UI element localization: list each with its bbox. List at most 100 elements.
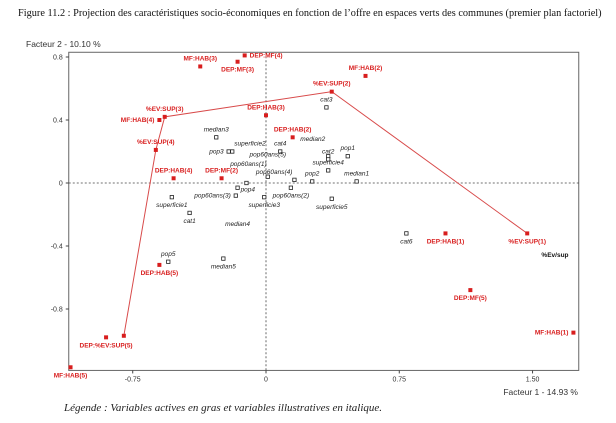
illustrative-point-label: superficie2	[234, 141, 266, 148]
active-point	[153, 147, 158, 152]
illustrative-point	[226, 149, 231, 154]
active-point	[571, 330, 576, 335]
active-point	[219, 176, 224, 181]
active-point	[468, 288, 473, 293]
active-point	[162, 114, 167, 119]
illustrative-point-label: median1	[344, 170, 369, 177]
active-point	[171, 176, 176, 181]
active-point	[329, 89, 334, 94]
illustrative-point	[230, 149, 235, 154]
x-axis-label: Facteur 1 - 14.93 %	[503, 387, 578, 397]
illustrative-point-label: median3	[204, 126, 229, 133]
active-point	[363, 73, 368, 78]
illustrative-point-label: superficie1	[156, 202, 188, 209]
active-point-label: DEP:MF(3)	[221, 67, 254, 74]
illustrative-point-label: median2	[300, 136, 325, 143]
illustrative-point-label: pop5	[160, 251, 176, 258]
active-point-label: %EV:SUP(4)	[137, 139, 175, 146]
factorial-plane-chart: -0.75 0 0.75 1.50 0.8 0.4 0 -0.4 -0.8 Facteur 1 -…	[26, 39, 580, 397]
active-point-label: %EV:SUP(1)	[508, 238, 546, 245]
x-tick-label: 1.50	[526, 376, 540, 383]
illustrative-point	[262, 195, 267, 200]
figure-title: Figure 11.2 : Projection des caractérist…	[18, 8, 602, 19]
illustrative-point	[278, 149, 283, 154]
annotation-label: %Ev/sup	[541, 252, 568, 259]
active-point	[157, 118, 162, 122]
illustrative-point-label: cat2	[322, 148, 335, 155]
illustrative-point	[233, 193, 238, 198]
active-point	[235, 59, 240, 64]
illustrative-point	[404, 231, 409, 236]
active-point-label: DEP:HAB(4)	[155, 167, 193, 174]
illustrative-point	[326, 168, 331, 173]
illustrative-point	[265, 174, 270, 179]
active-point-label: DEP:%EV:SUP(5)	[80, 342, 133, 349]
active-point	[198, 64, 203, 69]
active-point-label: DEP:HAB(3)	[247, 104, 285, 111]
illustrative-point	[354, 179, 359, 184]
illustrative-point-label: cat4	[274, 141, 287, 148]
active-point	[68, 365, 73, 370]
active-point-label: DEP:HAB(1)	[427, 238, 465, 245]
active-point-label: MF:HAB(1)	[535, 330, 569, 337]
active-point-label: DEP:MF(2)	[205, 167, 238, 174]
illustrative-point-label: pop4	[240, 187, 256, 194]
x-tick-label: 0	[264, 376, 268, 383]
illustrative-point-label: superficie4	[312, 159, 344, 166]
active-point-label: %EV:SUP(2)	[313, 81, 351, 88]
illustrative-point	[288, 185, 293, 190]
active-point-label: MF:HAB(4)	[121, 117, 155, 124]
active-point-label: DEP:MF(5)	[454, 295, 487, 302]
y-tick-label: 0.8	[53, 55, 63, 62]
active-point	[104, 335, 109, 340]
active-point-label: %EV:SUP(3)	[146, 106, 184, 113]
active-point-label: DEP:MF(4)	[250, 52, 283, 59]
active-point	[121, 333, 126, 338]
illustrative-point-label: cat3	[320, 96, 333, 103]
illustrative-point	[169, 195, 174, 200]
active-point-label: MF:HAB(2)	[349, 65, 383, 72]
illustrative-point	[166, 259, 171, 264]
y-tick-label: 0.4	[53, 118, 63, 125]
x-tick-label: -0.75	[125, 376, 141, 383]
illustrative-point-label: cat1	[183, 218, 196, 225]
illustrative-point	[310, 179, 315, 184]
illustrative-point	[326, 157, 331, 162]
active-point	[290, 135, 295, 140]
active-point	[264, 113, 268, 118]
active-point-label: DEP:HAB(5)	[141, 270, 179, 277]
illustrative-point	[324, 105, 329, 110]
illustrative-point	[221, 256, 226, 261]
active-point	[525, 231, 530, 236]
illustrative-point-label: superficie3	[249, 202, 281, 209]
active-point	[242, 53, 247, 58]
active-point	[157, 262, 162, 267]
plot-frame	[68, 51, 580, 371]
active-point-label: DEP:HAB(2)	[274, 126, 312, 133]
active-point-label: MF:HAB(5)	[54, 372, 88, 379]
illustrative-point	[244, 180, 249, 186]
y-tick-label: -0.4	[51, 244, 63, 251]
illustrative-point-label: superficie5	[316, 204, 348, 211]
illustrative-point-label: pop60ans(4)	[255, 169, 293, 176]
x-tick-label: 0.75	[392, 376, 406, 383]
illustrative-point	[329, 196, 334, 201]
illustrative-point-label: pop3	[208, 149, 224, 156]
legend-note: Légende : Variables actives en gras et v…	[64, 402, 383, 414]
illustrative-point-label: pop2	[304, 170, 320, 177]
illustrative-point-label: pop60ans(5)	[249, 152, 287, 159]
illustrative-point	[187, 210, 192, 216]
illustrative-point-label: pop1	[340, 145, 356, 152]
illustrative-point	[235, 185, 240, 190]
illustrative-point-label: median5	[211, 264, 236, 271]
y-axis-label: Facteur 2 - 10.10 %	[26, 39, 101, 49]
y-tick-label: 0	[59, 181, 63, 188]
illustrative-point-label: pop60ans(3)	[193, 193, 231, 200]
active-point	[443, 231, 448, 236]
illustrative-point	[214, 135, 219, 140]
active-point-label: MF:HAB(3)	[183, 55, 217, 62]
illustrative-point-label: pop60ans(1)	[229, 161, 267, 168]
illustrative-point-label: median4	[225, 221, 250, 228]
y-tick-label: -0.8	[51, 307, 63, 314]
illustrative-point-label: cat6	[400, 238, 413, 245]
